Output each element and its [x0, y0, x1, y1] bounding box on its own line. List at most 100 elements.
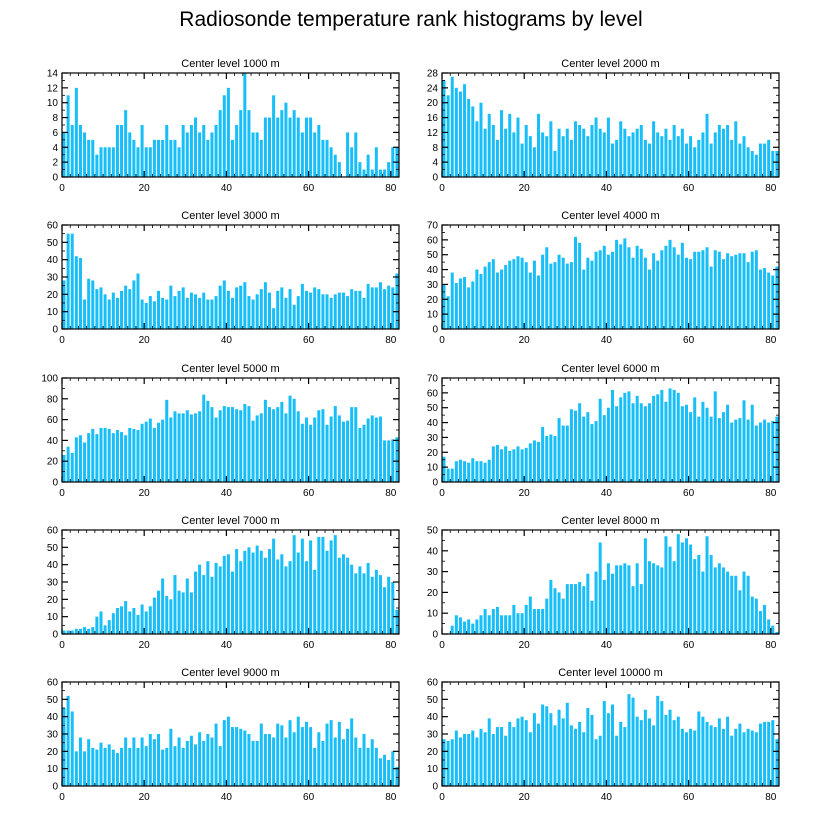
bar	[255, 294, 259, 329]
bar	[214, 417, 218, 482]
bar	[358, 566, 362, 634]
bar	[598, 398, 602, 482]
bar	[366, 283, 370, 329]
bar	[545, 598, 549, 634]
bar	[140, 604, 144, 634]
bar	[226, 554, 230, 634]
bar	[623, 128, 627, 177]
bar	[643, 139, 647, 177]
bar	[210, 737, 214, 786]
bar	[491, 734, 495, 786]
bar	[446, 468, 450, 482]
bar	[226, 87, 230, 177]
y-tick-label: 16	[427, 113, 439, 124]
bar	[680, 406, 684, 482]
bar	[491, 259, 495, 329]
bar-series	[62, 695, 399, 786]
bar	[95, 154, 99, 177]
bar	[276, 117, 280, 177]
bar	[185, 410, 189, 482]
bar	[602, 579, 606, 634]
histogram-panel: Center level 1000 m 0 20 40 60 80 0 2 4 6 8 10 12 14	[47, 58, 400, 194]
bar	[775, 151, 779, 177]
bar	[446, 296, 450, 329]
bar	[442, 739, 446, 786]
bar	[647, 269, 651, 329]
bar	[255, 415, 259, 482]
bar	[660, 136, 664, 177]
bar	[366, 562, 370, 634]
bar	[313, 569, 317, 634]
bar-series	[442, 236, 779, 329]
bar	[181, 287, 185, 329]
y-tick-label: 10	[47, 612, 59, 623]
y-tick-label: 60	[47, 678, 59, 689]
bar	[561, 718, 565, 786]
bar	[524, 447, 528, 482]
bar	[495, 444, 499, 482]
bar	[758, 143, 762, 177]
x-tick-label: 20	[519, 335, 531, 346]
bar	[693, 730, 697, 786]
bar	[280, 554, 284, 634]
bar	[284, 102, 288, 177]
bar-series	[442, 76, 779, 177]
bar	[395, 609, 399, 634]
bar	[754, 250, 758, 329]
x-axis: 0 20 40 60 80	[439, 530, 780, 651]
bar	[177, 590, 181, 634]
panel-title: Center level 6000 m	[561, 363, 659, 375]
y-axis: 0 4 8 12 16 20 24 28	[427, 69, 779, 184]
bar	[391, 147, 395, 177]
bar	[586, 136, 590, 177]
bar	[479, 102, 483, 177]
bar	[467, 734, 471, 786]
x-tick-label: 0	[439, 488, 445, 499]
bar	[619, 121, 623, 177]
y-axis: 0 10 20 30 40 50 60	[427, 678, 779, 793]
bar	[602, 415, 606, 482]
bar	[730, 256, 734, 329]
histogram-panel: Center level 5000 m 0 20 40 60 80 0 20 40 60 80 100	[41, 363, 400, 499]
bar	[717, 563, 721, 634]
bar	[177, 147, 181, 177]
y-axis: 0 20 40 60 80 100	[41, 374, 399, 489]
bar	[259, 723, 263, 786]
bar	[329, 297, 333, 329]
bar	[136, 614, 140, 634]
bar	[181, 125, 185, 177]
y-tick-label: 12	[427, 128, 439, 139]
y-tick-label: 40	[47, 255, 59, 266]
bar	[128, 289, 132, 329]
bar	[107, 428, 111, 482]
x-tick-label: 60	[303, 792, 315, 803]
bar	[354, 573, 358, 634]
bar	[697, 554, 701, 634]
y-tick-label: 24	[427, 83, 439, 94]
bar	[120, 290, 124, 329]
bar	[198, 411, 202, 482]
bar	[512, 259, 516, 329]
bar	[569, 262, 573, 329]
bar	[74, 87, 78, 177]
bar	[132, 428, 136, 482]
bar	[763, 268, 767, 329]
panel-title: Center level 3000 m	[181, 210, 279, 222]
bar	[450, 272, 454, 329]
y-tick-label: 70	[427, 221, 439, 232]
bar	[185, 132, 189, 177]
bar	[210, 407, 214, 482]
bar	[639, 248, 643, 329]
x-axis: 0 20 40 60 80	[59, 530, 400, 651]
bar	[70, 452, 74, 482]
bar	[115, 608, 119, 634]
bar	[231, 407, 235, 482]
bar	[611, 143, 615, 177]
bar	[697, 416, 701, 482]
bar	[578, 403, 582, 482]
bar	[553, 435, 557, 482]
y-tick-label: 0	[52, 630, 58, 641]
bar	[565, 584, 569, 634]
bar	[214, 125, 218, 177]
bar	[235, 549, 239, 634]
